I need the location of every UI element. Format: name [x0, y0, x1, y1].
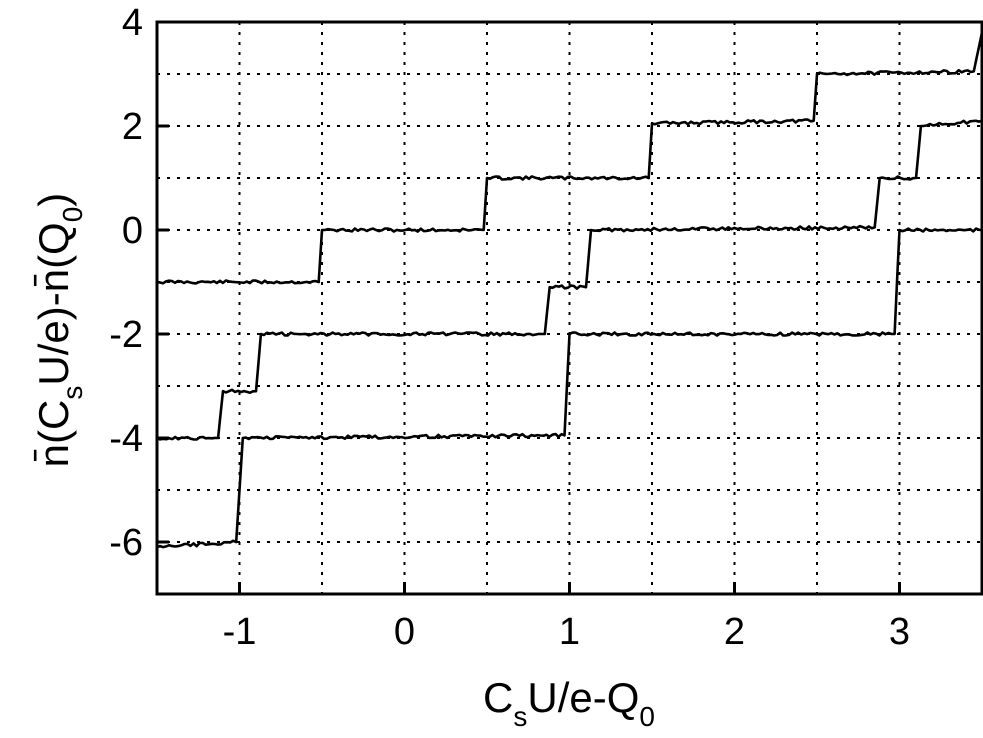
y-axis-label: n̄(CsU/e)-n̄(Q0): [30, 193, 88, 468]
x-axis-label-sub-2: 0: [639, 701, 655, 732]
y-axis-label-part-3: ): [30, 193, 77, 207]
series-line-3: [156, 227, 983, 549]
series-line-1: [156, 32, 983, 285]
x-tick-label: -1: [223, 611, 257, 653]
y-axis-label-sub-1: s: [57, 386, 88, 400]
x-axis-label-sub-1: s: [513, 701, 527, 732]
y-tick-label: 2: [122, 106, 143, 148]
series-group: [156, 32, 983, 549]
y-tick-label: -6: [109, 522, 143, 564]
x-tick-label: 2: [724, 611, 745, 653]
y-tick-label: -2: [109, 314, 143, 356]
y-axis-label-part-1: n̄(C: [30, 400, 77, 468]
x-tick-label: 0: [394, 611, 415, 653]
x-ticks: -1 0 1 2 3: [223, 582, 910, 653]
series-line-2: [156, 119, 983, 441]
y-axis-label-part-2: U/e)-n̄(Q: [30, 222, 77, 385]
x-axis-label-part-2: U/e-Q: [527, 674, 639, 721]
x-axis-label: CsU/e-Q0: [483, 674, 655, 732]
y-tick-label: 0: [122, 210, 143, 252]
plot-frame: [155, 20, 983, 596]
grid-lines: [157, 22, 982, 594]
y-axis-label-sub-2: 0: [57, 207, 88, 223]
y-ticks: -6 -4 -2 0 2 4: [109, 2, 169, 564]
y-tick-label: -4: [109, 418, 143, 460]
x-tick-label: 3: [889, 611, 910, 653]
y-tick-label: 4: [122, 2, 143, 44]
x-axis-label-part-1: C: [483, 674, 513, 721]
x-tick-label: 1: [559, 611, 580, 653]
